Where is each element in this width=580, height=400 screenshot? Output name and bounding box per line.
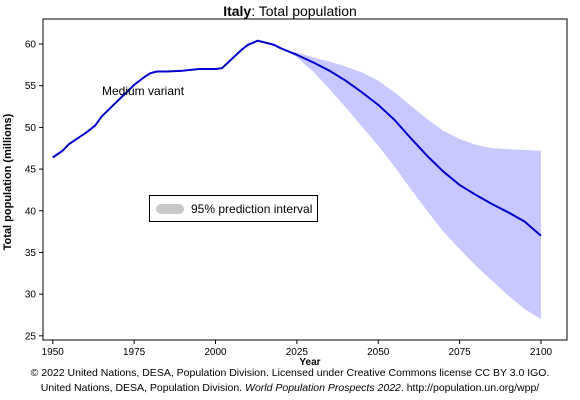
- plot-frame: [42, 18, 568, 341]
- y-axis-label: Total population (millions): [2, 113, 14, 251]
- chart-title: Italy: Total population: [0, 3, 580, 19]
- y-tick-label: 45: [25, 165, 37, 176]
- footer-citation-pre: United Nations, DESA, Population Divisio…: [40, 382, 246, 394]
- y-tick-label: 55: [25, 81, 37, 92]
- y-tick-label: 30: [25, 290, 37, 301]
- y-tick-label: 40: [25, 206, 37, 217]
- y-tick-label: 25: [25, 331, 37, 342]
- x-tick-label: 2100: [530, 347, 553, 358]
- footer-copyright: © 2022 United Nations, DESA, Population …: [30, 367, 550, 379]
- series-line-0: [52, 39, 542, 237]
- prediction-interval-band: [287, 50, 541, 320]
- title-country: Italy: [223, 3, 252, 19]
- y-tick-label: 60: [25, 40, 37, 51]
- x-tick-label: 2050: [367, 347, 390, 358]
- x-tick-label: 2000: [204, 347, 227, 358]
- legend: 95% prediction interval: [149, 195, 318, 222]
- x-axis-label: Year: [299, 357, 321, 368]
- x-tick-label: 1950: [42, 347, 65, 358]
- footer-citation-post: . http://population.un.org/wpp/: [400, 382, 540, 394]
- title-rest: : Total population: [251, 3, 357, 19]
- y-tick-label: 35: [25, 248, 37, 259]
- medium-variant-annotation: Medium variant: [102, 84, 185, 98]
- y-tick-label: 50: [25, 123, 37, 134]
- x-tick-label: 2075: [448, 347, 471, 358]
- footer-citation-title: World Population Prospects 2022: [245, 382, 401, 394]
- footer-citation: United Nations, DESA, Population Divisio…: [0, 382, 580, 394]
- legend-label: 95% prediction interval: [191, 202, 313, 216]
- legend-swatch: [156, 204, 184, 214]
- x-tick-label: 1975: [123, 347, 146, 358]
- x-tick-label: 2025: [286, 347, 309, 358]
